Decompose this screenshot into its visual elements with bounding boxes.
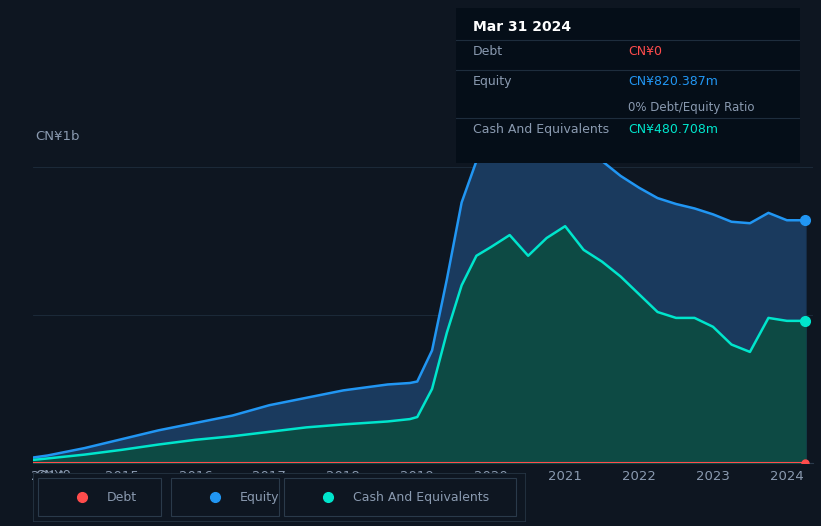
Bar <box>284 478 516 516</box>
Text: CN¥0: CN¥0 <box>35 469 71 482</box>
Text: 0% Debt/Equity Ratio: 0% Debt/Equity Ratio <box>628 101 754 114</box>
Text: CN¥480.708m: CN¥480.708m <box>628 123 718 136</box>
Text: CN¥1b: CN¥1b <box>35 130 80 143</box>
Text: Cash And Equivalents: Cash And Equivalents <box>473 123 609 136</box>
Text: Mar 31 2024: Mar 31 2024 <box>473 21 571 34</box>
Text: Cash And Equivalents: Cash And Equivalents <box>353 491 489 503</box>
Bar <box>171 478 279 516</box>
Text: Equity: Equity <box>473 75 512 88</box>
Text: CN¥0: CN¥0 <box>628 45 662 58</box>
Text: Debt: Debt <box>473 45 503 58</box>
Text: CN¥820.387m: CN¥820.387m <box>628 75 718 88</box>
Text: Equity: Equity <box>240 491 279 503</box>
Text: Debt: Debt <box>107 491 137 503</box>
Bar <box>38 478 161 516</box>
